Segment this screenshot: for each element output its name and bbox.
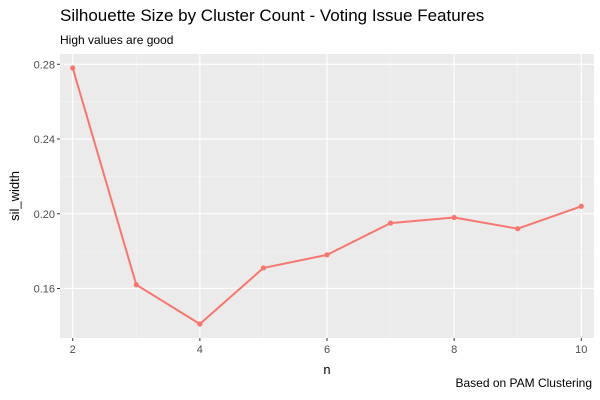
x-axis-title: n	[323, 362, 330, 377]
y-tick-label: 0.28	[34, 59, 55, 71]
y-tick-label: 0.16	[34, 283, 55, 295]
y-axis-title: sil_width	[7, 171, 22, 221]
series-layer	[70, 65, 584, 327]
y-axis: 0.16 0.20 0.24 0.28	[34, 59, 60, 295]
data-point	[133, 282, 139, 288]
data-point	[451, 214, 457, 221]
x-axis: 2 4 6 8 10	[70, 338, 587, 356]
y-tick-label: 0.24	[34, 134, 55, 146]
x-tick-label: 6	[324, 344, 330, 356]
chart-subtitle: High values are good	[60, 33, 174, 47]
chart-caption: Based on PAM Clustering	[455, 376, 592, 390]
data-point	[578, 203, 584, 209]
y-tick-label: 0.20	[34, 209, 55, 221]
data-point	[260, 265, 267, 271]
x-tick-label: 10	[575, 344, 587, 356]
x-tick-label: 2	[70, 344, 76, 356]
major-grid	[60, 54, 594, 338]
x-tick-label: 8	[451, 344, 457, 356]
data-point	[324, 252, 330, 258]
data-point	[197, 321, 203, 327]
chart-title: Silhouette Size by Cluster Count - Votin…	[60, 6, 485, 25]
data-point	[387, 220, 394, 226]
data-point	[70, 65, 76, 71]
x-tick-label: 4	[197, 344, 203, 356]
data-point	[515, 226, 521, 232]
